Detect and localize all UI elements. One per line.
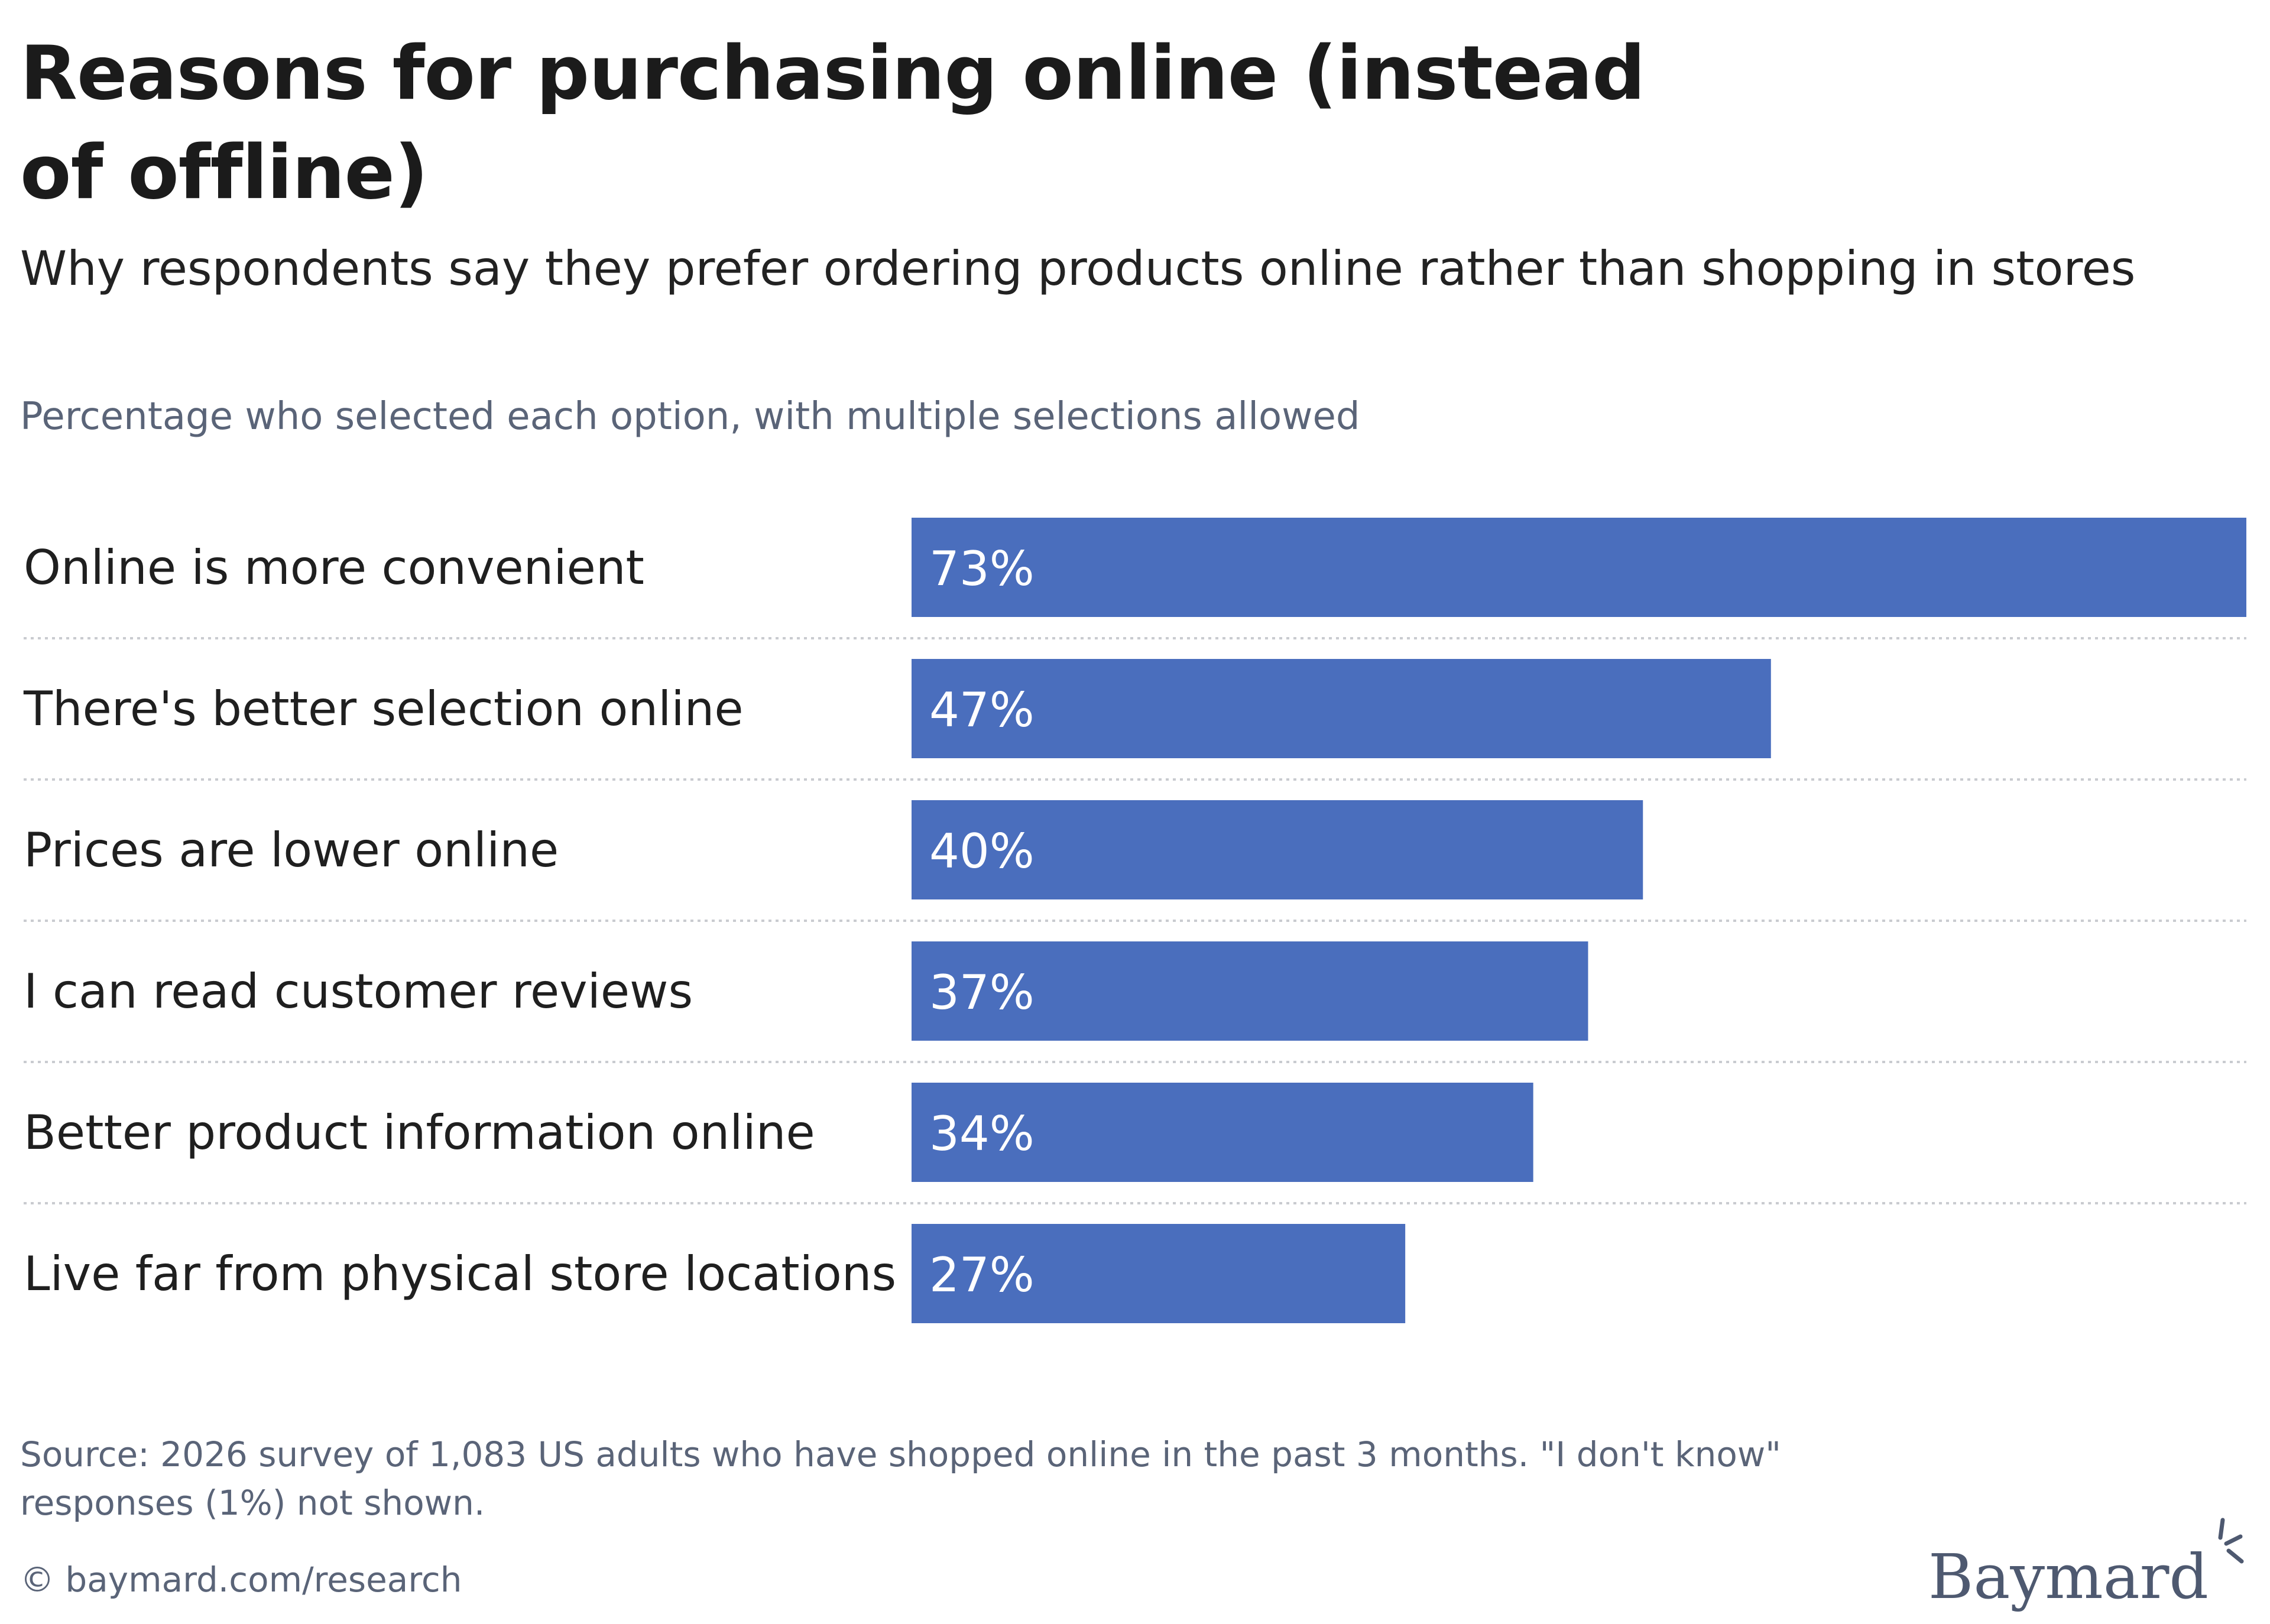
bar-value-label: 27% (929, 1248, 1035, 1303)
bar-value-label: 47% (929, 683, 1035, 738)
credit-link: © baymard.com/research (20, 1560, 462, 1600)
category-label: Online is more convenient (24, 540, 644, 595)
bar-value-label: 73% (929, 541, 1035, 596)
bar-value-label: 34% (929, 1106, 1035, 1161)
bar (912, 941, 1588, 1041)
category-label: Live far from physical store locations (24, 1246, 896, 1301)
category-label: I can read customer reviews (24, 964, 693, 1019)
bar (912, 1224, 1406, 1323)
bar (912, 1083, 1533, 1182)
brand-name: Baymard (1928, 1541, 2209, 1613)
chart-subtitle: Why respondents say they prefer ordering… (20, 241, 2136, 296)
bar-value-label: 37% (929, 965, 1035, 1020)
chart-note: Percentage who selected each option, wit… (20, 395, 1360, 439)
bar (912, 659, 1771, 758)
bar (912, 518, 2246, 617)
category-label: Better product information online (24, 1105, 815, 1160)
bar (912, 800, 1643, 899)
bar-chart: Online is more convenient 73% There's bett… (23, 518, 2246, 1323)
category-label: There's better selection online (23, 681, 744, 736)
source-note: Source: 2026 survey of 1,083 US adults w… (20, 1434, 1781, 1523)
brand-logo: Baymard (1928, 1513, 2246, 1613)
category-label: Prices are lower online (24, 823, 559, 878)
baymard-spark-logo-icon (2218, 1518, 2244, 1564)
chart-title: Reasons for purchasing online (instead o… (20, 30, 1645, 216)
bar-value-label: 40% (929, 824, 1035, 879)
